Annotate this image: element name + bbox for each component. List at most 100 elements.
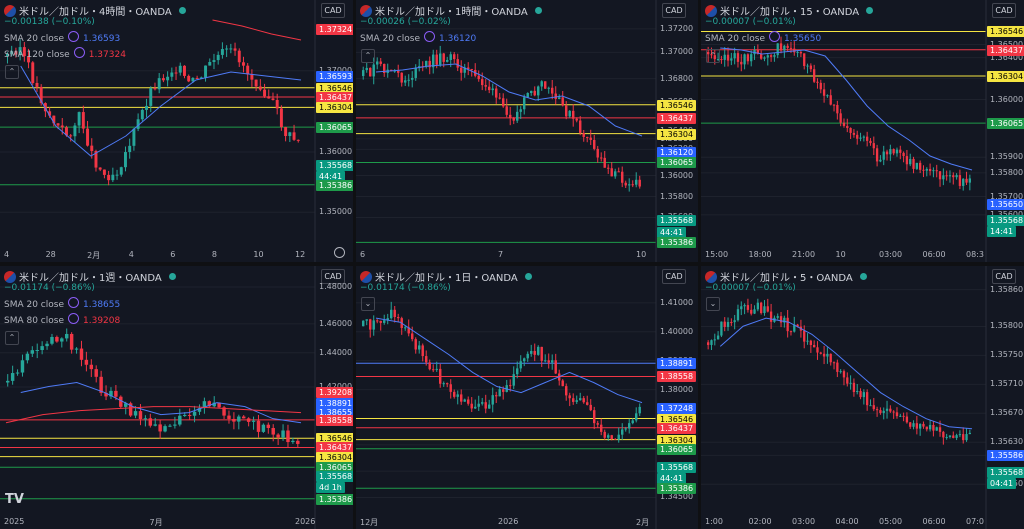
- candle-body: [713, 339, 716, 341]
- candle-body: [760, 302, 763, 314]
- sma-legend[interactable]: SMA 80 close 1.39208: [4, 313, 120, 326]
- candle-body: [796, 324, 799, 327]
- candle-body: [484, 85, 487, 87]
- sma-legend[interactable]: SMA 20 close 1.38655: [4, 297, 120, 310]
- candle-body: [965, 434, 968, 441]
- candle-body: [875, 148, 879, 162]
- price-chart[interactable]: [701, 0, 1024, 262]
- candle-body: [418, 345, 421, 350]
- time-tick-label: 8: [211, 250, 217, 259]
- price-tick-label: 1.35900: [990, 152, 1024, 162]
- candle-body: [153, 88, 157, 90]
- chart-panel[interactable]: 米ドル／加ドル・4時間・OANDA −0.00138 (−0.10%) SMA 20…: [0, 0, 353, 262]
- sma-legend[interactable]: SMA 120 close 1.37324: [4, 47, 126, 60]
- price-chart[interactable]: [701, 266, 1024, 529]
- chevron-down-icon[interactable]: ⌄: [706, 297, 720, 311]
- candle-body: [756, 50, 760, 54]
- candle-body: [20, 360, 25, 373]
- candle-body: [519, 109, 522, 112]
- usdcad-flag-icon: [705, 270, 717, 283]
- candle-body: [183, 65, 186, 76]
- candle-body: [292, 132, 296, 140]
- candle-body: [554, 93, 557, 99]
- candle-body: [35, 350, 39, 352]
- candle-body: [439, 368, 442, 384]
- candle-body: [925, 426, 928, 430]
- currency-button[interactable]: CAD: [992, 3, 1016, 18]
- candle-body: [114, 390, 118, 397]
- price-tag: 1.39208: [316, 387, 353, 399]
- candle-body: [621, 171, 624, 183]
- currency-button[interactable]: CAD: [662, 3, 686, 18]
- price-chart[interactable]: [0, 266, 353, 529]
- market-open-icon: [524, 273, 532, 280]
- market-open-icon: [866, 7, 874, 14]
- candle-body: [892, 149, 895, 154]
- candle-body: [962, 178, 965, 186]
- candle-body: [915, 423, 919, 429]
- candle-body: [35, 82, 39, 87]
- candle-body: [488, 404, 491, 409]
- sma-legend[interactable]: SMA 20 close 1.36120: [360, 31, 476, 44]
- candle-body: [428, 60, 431, 68]
- candle-body: [862, 392, 866, 398]
- chevron-up-icon[interactable]: ⌃: [5, 65, 19, 79]
- candle-body: [589, 137, 592, 140]
- settings-icon[interactable]: [334, 247, 345, 258]
- chart-panel[interactable]: 米ドル／加ドル・15・OANDA −0.00007 (−0.01%) SMA 20 …: [701, 0, 1024, 262]
- candle-body: [743, 54, 746, 65]
- candle-body: [547, 87, 550, 89]
- chevron-up-icon[interactable]: ⌃: [5, 331, 19, 345]
- candle-body: [60, 338, 64, 342]
- candle-body: [713, 55, 716, 60]
- sma-value: 1.36593: [83, 34, 121, 44]
- sma-legend[interactable]: SMA 20 close 1.36593: [4, 31, 120, 44]
- chart-panel[interactable]: 米ドル／加ドル・5・OANDA −0.00007 (−0.01%) ⌄ CAD 1.35…: [701, 266, 1024, 529]
- settings-icon[interactable]: [424, 31, 435, 42]
- candle-body: [460, 394, 463, 402]
- chart-panel[interactable]: 米ドル／加ドル・1時間・OANDA −0.00026 (−0.02%) SMA 20…: [356, 0, 698, 262]
- currency-button[interactable]: CAD: [992, 269, 1016, 284]
- price-tag: 1.36120: [657, 146, 697, 158]
- candle-body: [859, 137, 862, 139]
- market-open-icon: [534, 7, 542, 14]
- tradingview-logo[interactable]: TV: [5, 492, 24, 507]
- price-chart[interactable]: [356, 0, 698, 262]
- chart-panel[interactable]: 米ドル／加ドル・1週・OANDA −0.01174 (−0.86%) SMA 20 …: [0, 266, 353, 529]
- candle-body: [596, 423, 599, 425]
- price-tag: 04:41: [987, 477, 1017, 489]
- candle-body: [432, 54, 435, 68]
- price-tag: 1.35568: [316, 471, 353, 483]
- sma-legend[interactable]: SMA 20 close 1.35650: [705, 31, 821, 44]
- chevron-up-icon[interactable]: ⌃: [361, 49, 375, 63]
- candle-body: [733, 53, 736, 59]
- chart-panel[interactable]: 米ドル／加ドル・1日・OANDA −0.01174 (−0.86%) ⌄ CAD 1.4…: [356, 266, 698, 529]
- candle-body: [254, 79, 258, 87]
- candle-body: [716, 335, 720, 340]
- price-chart[interactable]: [0, 0, 353, 262]
- candle-body: [733, 320, 736, 323]
- sma-line: [5, 406, 302, 424]
- candle-body: [624, 428, 627, 430]
- candle-body: [414, 339, 417, 350]
- currency-button[interactable]: CAD: [321, 269, 345, 284]
- price-tag: 1.38891: [657, 358, 697, 370]
- settings-icon[interactable]: [68, 31, 79, 42]
- currency-button[interactable]: CAD: [321, 3, 345, 18]
- price-tick-label: 1.36400: [990, 52, 1024, 62]
- settings-icon[interactable]: [73, 47, 85, 58]
- candle-body: [617, 434, 620, 440]
- currency-button[interactable]: CAD: [662, 269, 686, 284]
- price-tag: 1.36437: [657, 422, 697, 434]
- chevron-up-icon[interactable]: ⌃: [706, 49, 720, 63]
- settings-icon[interactable]: [769, 31, 780, 42]
- candle-body: [286, 430, 290, 443]
- settings-icon[interactable]: [68, 313, 79, 324]
- price-chart[interactable]: [356, 266, 698, 529]
- settings-icon[interactable]: [68, 297, 79, 308]
- chevron-down-icon[interactable]: ⌄: [361, 297, 375, 311]
- candle-body: [526, 353, 529, 359]
- candle-body: [879, 410, 882, 413]
- time-tick-label: 2026: [295, 517, 316, 526]
